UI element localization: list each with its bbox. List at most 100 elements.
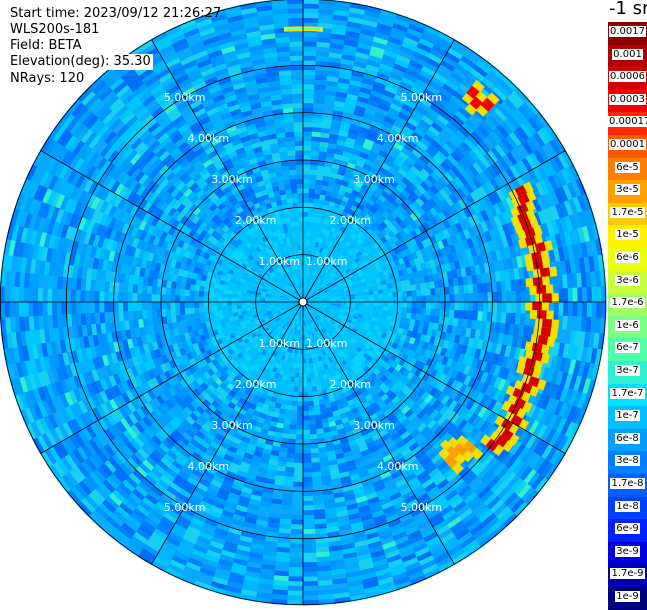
range-gate xyxy=(465,266,472,277)
range-gate xyxy=(302,429,310,436)
range-gate xyxy=(473,348,482,360)
range-gate xyxy=(529,152,542,168)
range-gate xyxy=(528,454,542,470)
range-gate xyxy=(328,176,337,184)
range-gate xyxy=(272,440,281,448)
range-gate xyxy=(394,196,405,206)
range-gate xyxy=(318,335,323,342)
range-gate xyxy=(320,184,329,191)
range-gate xyxy=(430,288,436,296)
range-gate xyxy=(309,169,318,175)
range-gate xyxy=(463,182,475,195)
range-gate xyxy=(424,245,432,255)
range-gate xyxy=(416,519,432,531)
range-gate xyxy=(316,432,325,440)
range-gate xyxy=(327,392,334,399)
range-gate xyxy=(269,507,282,515)
range-gate xyxy=(425,366,435,376)
range-gate xyxy=(309,173,317,180)
range-gate xyxy=(446,544,464,557)
range-gate xyxy=(589,347,599,365)
range-gate xyxy=(396,311,403,318)
range-gate xyxy=(344,292,351,296)
range-gate xyxy=(459,220,468,232)
range-gate xyxy=(364,295,370,299)
range-gate xyxy=(485,410,497,424)
range-gate xyxy=(397,306,403,313)
range-gate xyxy=(318,399,325,406)
range-gate xyxy=(353,491,367,500)
range-gate xyxy=(425,406,436,417)
range-gate xyxy=(304,334,308,341)
range-gate xyxy=(310,457,320,464)
range-gate xyxy=(325,325,331,331)
range-gate xyxy=(388,166,399,176)
range-gate xyxy=(395,539,412,551)
range-gate xyxy=(492,291,498,303)
range-gate xyxy=(417,370,427,380)
range-gate xyxy=(326,411,334,419)
range-gate xyxy=(276,422,284,429)
range-gate xyxy=(300,344,303,350)
range-gate xyxy=(427,52,444,65)
range-gate xyxy=(467,310,474,321)
range-gate xyxy=(340,295,346,299)
range-gate xyxy=(330,291,336,295)
range-gate xyxy=(408,90,423,102)
range-gate xyxy=(306,304,312,309)
range-gate xyxy=(314,376,320,382)
range-gate xyxy=(321,117,333,125)
range-gate xyxy=(243,477,256,486)
range-gate xyxy=(309,308,314,313)
range-gate xyxy=(315,556,331,563)
range-gate xyxy=(342,284,349,289)
range-gate xyxy=(322,313,329,318)
range-gate xyxy=(433,117,447,130)
range-gate xyxy=(302,443,311,450)
range-gate xyxy=(495,506,511,521)
range-gate xyxy=(274,565,290,572)
range-gate xyxy=(340,305,346,309)
range-gate xyxy=(429,409,440,420)
range-gate xyxy=(366,315,373,321)
range-gate xyxy=(312,347,317,354)
range-gate xyxy=(547,174,559,191)
range-gate xyxy=(421,239,430,249)
range-gate xyxy=(362,194,371,203)
range-gate xyxy=(279,369,285,376)
range-gate xyxy=(571,316,578,332)
range-gate xyxy=(398,322,406,330)
range-gate xyxy=(298,372,303,379)
range-gate xyxy=(303,154,312,161)
range-gate xyxy=(327,322,333,328)
range-gate xyxy=(368,290,375,296)
range-gate xyxy=(334,0,352,8)
range-gate xyxy=(483,168,495,182)
range-gate xyxy=(509,165,522,180)
range-gate xyxy=(412,200,422,210)
range-gate xyxy=(374,174,384,184)
range-gate xyxy=(303,12,319,19)
range-gate xyxy=(279,518,292,525)
range-gate xyxy=(328,246,335,253)
range-gate xyxy=(557,152,570,170)
range-gate xyxy=(359,86,373,96)
range-gate xyxy=(303,292,306,298)
range-gate xyxy=(366,496,380,506)
range-gate xyxy=(302,339,306,346)
range-gate xyxy=(430,453,443,465)
range-gate xyxy=(366,362,374,370)
range-gate xyxy=(524,451,538,468)
range-gate xyxy=(426,219,435,229)
range-gate xyxy=(384,137,396,147)
range-gate xyxy=(323,378,330,385)
range-gate xyxy=(301,330,303,336)
range-gate xyxy=(381,284,388,290)
range-gate xyxy=(292,481,303,488)
range-gate xyxy=(334,290,341,294)
range-gate xyxy=(279,442,289,449)
range-gate xyxy=(392,302,399,308)
range-gate xyxy=(305,249,309,255)
range-gate xyxy=(600,286,607,303)
range-gate xyxy=(325,331,331,337)
